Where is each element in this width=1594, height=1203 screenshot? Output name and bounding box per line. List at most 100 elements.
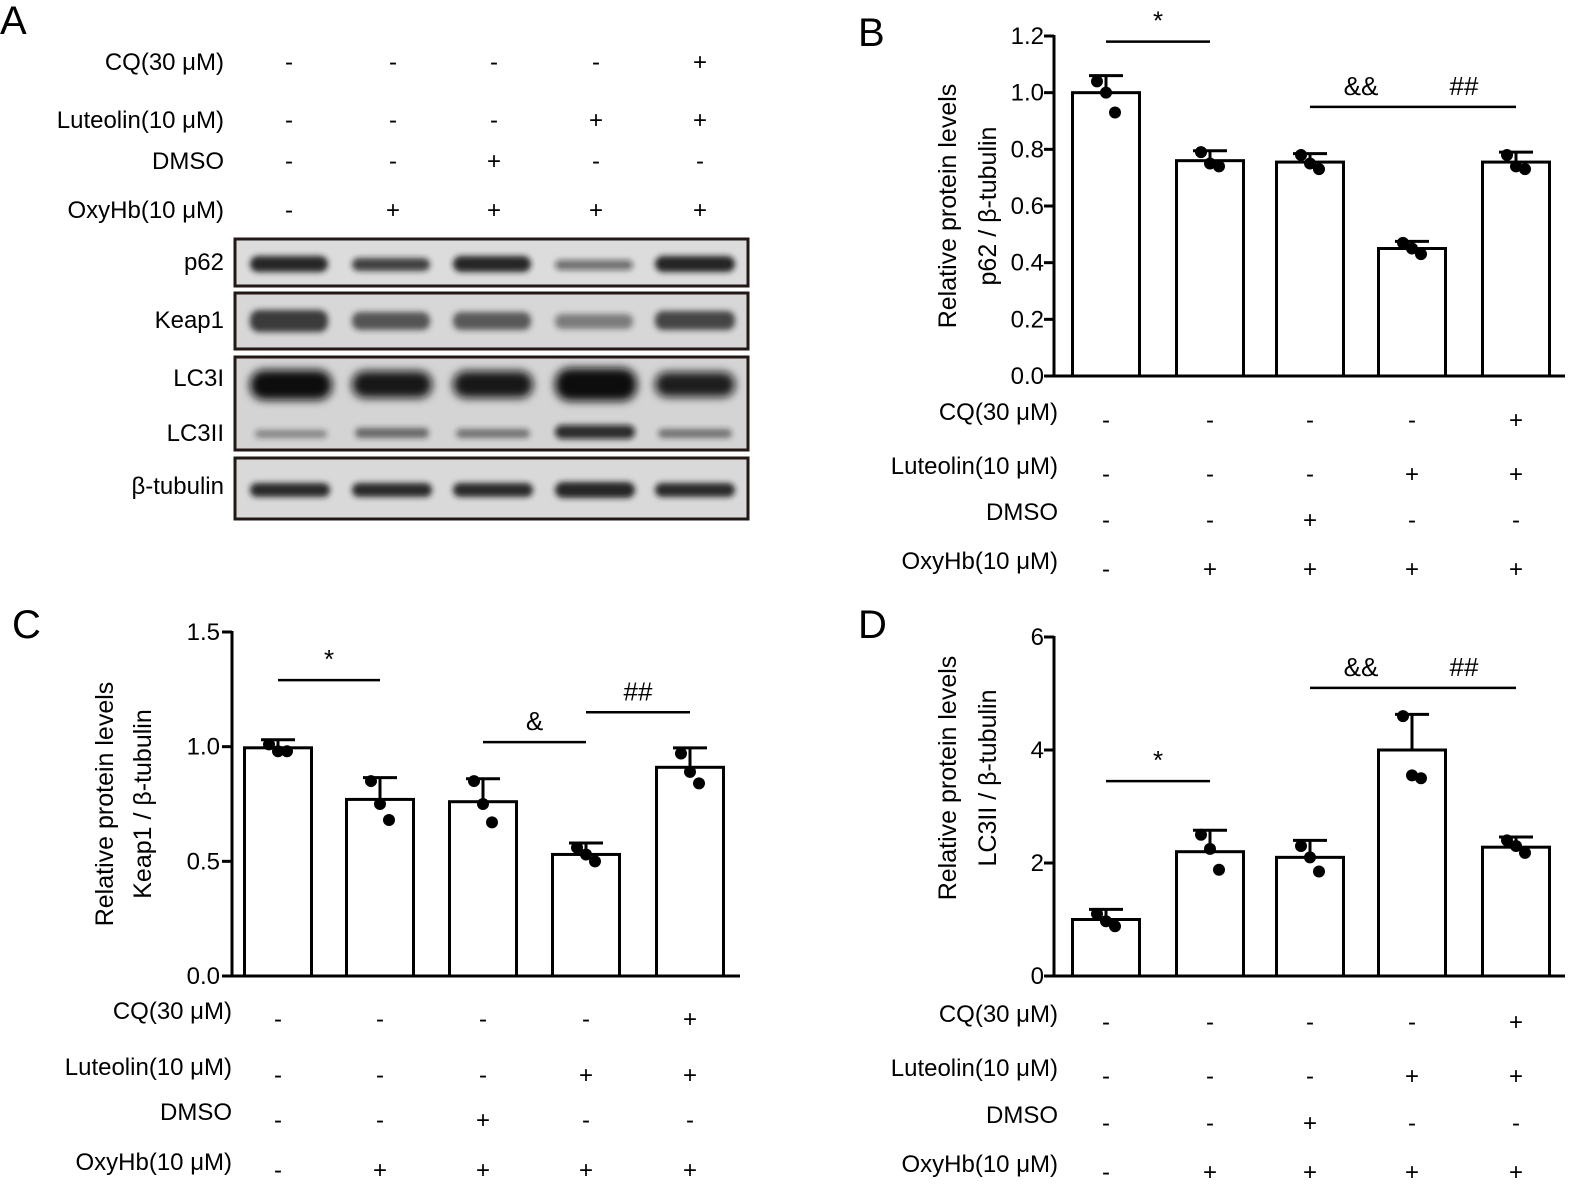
- treatment-sign-cq: -: [479, 1006, 487, 1033]
- significance-label: ##: [1450, 71, 1479, 101]
- bar: [1071, 918, 1141, 978]
- treatment-sign-dmso: -: [389, 148, 397, 175]
- treatment-sign-cq: -: [1306, 407, 1314, 434]
- treatment-sign-cq: -: [1102, 1009, 1110, 1036]
- data-point: [1501, 834, 1513, 847]
- data-point: [272, 745, 284, 758]
- band: [555, 368, 637, 401]
- bar: [448, 800, 518, 978]
- band: [555, 482, 635, 498]
- y-tick-label: 0: [1031, 963, 1044, 990]
- data-point: [1109, 920, 1121, 933]
- band-label-lc3ii: LC3II: [167, 420, 224, 447]
- treatment-sign-luteolin: -: [1206, 1063, 1214, 1090]
- y-axis-title-line2: Keap1 / β-tubulin: [129, 709, 157, 899]
- band: [250, 483, 330, 497]
- blot-beta-tubulin: [233, 456, 750, 521]
- treatment-sign-cq: -: [1206, 1009, 1214, 1036]
- treatment-sign-oxyhb: +: [476, 1157, 490, 1184]
- band: [453, 483, 533, 497]
- treatment-sign-dmso: -: [1206, 1110, 1214, 1137]
- y-tick-label: 1.5: [187, 619, 220, 646]
- bar: [1071, 91, 1141, 378]
- blot-p62: [233, 237, 750, 288]
- treatment-sign-oxyhb: -: [1102, 556, 1110, 583]
- blot-bands: [250, 256, 735, 272]
- treatment-sign-dmso: +: [476, 1107, 490, 1134]
- data-point: [684, 765, 696, 778]
- treatment-sign-luteolin: -: [1102, 461, 1110, 488]
- data-point: [1510, 840, 1522, 853]
- band: [655, 256, 735, 272]
- band: [352, 312, 430, 330]
- treatment-sign-oxyhb: -: [274, 1157, 282, 1184]
- data-point: [1406, 242, 1418, 255]
- significance-label: ##: [1450, 652, 1479, 682]
- treatment-label-dmso: DMSO: [986, 1102, 1058, 1129]
- data-point: [1519, 163, 1531, 176]
- treatment-sign-oxyhb: +: [683, 1157, 697, 1184]
- band: [453, 256, 531, 272]
- treatment-sign-oxyhb: +: [1303, 556, 1317, 583]
- band: [555, 260, 633, 270]
- treatment-sign-cq: +: [683, 1006, 697, 1033]
- treatment-sign-dmso: -: [1408, 1110, 1416, 1137]
- y-tick-label: 0.5: [187, 848, 220, 875]
- treatment-label-oxyhb: OxyHb(10 μM): [901, 548, 1058, 575]
- data-point: [1091, 907, 1103, 920]
- treatment-sign-dmso: -: [285, 148, 293, 175]
- band-label-beta-tubulin: β-tubulin: [131, 473, 224, 500]
- treatment-sign-cq: -: [389, 49, 397, 76]
- y-tick-label: 0.0: [187, 963, 220, 990]
- band-label-lc3i: LC3I: [173, 365, 224, 392]
- treatment-sign-cq: -: [285, 49, 293, 76]
- panel-a-treatment-table: CQ(30 μM) Luteolin(10 μM) DMSO OxyHb(10 …: [57, 49, 707, 224]
- treatment-sign-oxyhb: +: [1405, 1159, 1419, 1186]
- treatment-sign-oxyhb: +: [487, 197, 501, 224]
- treatment-label-dmso: DMSO: [152, 148, 224, 175]
- treatment-label-oxyhb: OxyHb(10 μM): [67, 197, 224, 224]
- treatment-sign-oxyhb: -: [1102, 1159, 1110, 1186]
- treatment-sign-dmso: -: [1512, 507, 1520, 534]
- band-label-p62: p62: [184, 249, 224, 276]
- treatment-sign-cq: -: [376, 1006, 384, 1033]
- treatment-sign-oxyhb: +: [693, 197, 707, 224]
- band: [555, 314, 633, 329]
- treatment-sign-luteolin: -: [1102, 1063, 1110, 1090]
- treatment-sign-oxyhb: -: [285, 197, 293, 224]
- band: [453, 371, 533, 398]
- blot-lc3: [233, 355, 750, 452]
- band: [352, 258, 430, 271]
- bar: [655, 765, 725, 978]
- treatment-sign-cq: +: [1509, 1009, 1523, 1036]
- treatment-sign-dmso: -: [592, 148, 600, 175]
- data-point: [589, 855, 601, 868]
- treatment-label-dmso: DMSO: [986, 499, 1058, 526]
- y-tick-label: 1.0: [1011, 80, 1044, 107]
- data-point: [1313, 865, 1325, 878]
- data-point: [1313, 163, 1325, 176]
- data-point: [675, 747, 687, 760]
- treatment-sign-dmso: +: [487, 148, 501, 175]
- significance-label: &: [526, 706, 543, 736]
- significance-label: *: [1153, 6, 1163, 36]
- band: [655, 483, 735, 497]
- data-point: [1195, 146, 1207, 159]
- treatment-sign-oxyhb: +: [386, 197, 400, 224]
- treatment-sign-cq: -: [592, 49, 600, 76]
- data-point: [477, 798, 489, 810]
- blot-bands-lc3i: [250, 368, 735, 401]
- data-point: [580, 848, 592, 861]
- treatment-label-oxyhb: OxyHb(10 μM): [75, 1149, 232, 1176]
- treatment-label-luteolin: Luteolin(10 μM): [891, 1055, 1058, 1082]
- band: [655, 372, 735, 397]
- data-point: [1501, 149, 1513, 161]
- panel-letter: D: [858, 603, 887, 647]
- treatment-sign-oxyhb: +: [1203, 556, 1217, 583]
- treatment-sign-luteolin: -: [389, 107, 397, 134]
- treatment-sign-cq: -: [1408, 407, 1416, 434]
- treatment-label-cq: CQ(30 μM): [939, 1001, 1058, 1028]
- treatment-sign-luteolin: +: [589, 107, 603, 134]
- data-point: [281, 745, 293, 758]
- y-axis-title-line2: p62 / β-tubulin: [974, 127, 1002, 286]
